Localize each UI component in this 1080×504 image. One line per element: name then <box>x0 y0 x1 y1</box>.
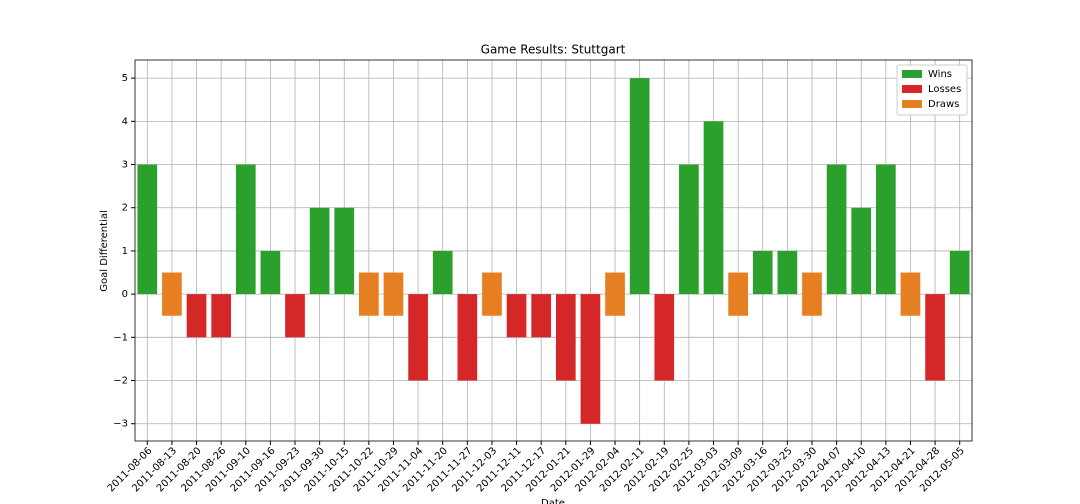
plot-frame <box>134 59 973 442</box>
bar <box>728 272 748 316</box>
bar <box>457 294 478 381</box>
legend-label: Wins <box>928 69 952 80</box>
bar <box>875 164 896 295</box>
bar <box>162 272 182 316</box>
bar <box>383 272 404 316</box>
y-tick-label: 0 <box>122 289 128 300</box>
bar <box>555 294 576 381</box>
bar <box>703 121 724 295</box>
legend-label: Losses <box>928 84 961 95</box>
legend-swatch <box>902 100 922 108</box>
bar <box>260 250 281 295</box>
bar <box>752 250 773 295</box>
bar <box>629 78 650 295</box>
legend-swatch <box>902 85 922 93</box>
y-tick-label: −3 <box>113 419 128 430</box>
bar <box>334 207 355 295</box>
bar <box>802 272 822 316</box>
bar <box>851 207 872 295</box>
bar <box>186 294 207 338</box>
bar <box>359 272 379 316</box>
bar <box>482 272 502 316</box>
legend-label: Draws <box>928 99 959 110</box>
bar <box>900 272 921 316</box>
y-tick-label: 2 <box>122 203 128 214</box>
y-tick-label: −1 <box>113 332 128 343</box>
x-axis-label: Date <box>541 498 565 504</box>
bar <box>531 294 552 338</box>
y-tick-label: 3 <box>122 160 128 171</box>
bar <box>432 250 453 295</box>
bar <box>506 294 527 338</box>
bar <box>777 250 798 295</box>
bar <box>654 294 675 381</box>
bar <box>605 272 625 316</box>
bar <box>925 294 945 381</box>
bar <box>408 294 428 381</box>
bar <box>309 207 330 295</box>
y-tick-label: 1 <box>122 246 128 257</box>
bar <box>679 164 699 295</box>
bar <box>235 164 256 295</box>
bar <box>826 164 847 295</box>
y-tick-label: 5 <box>122 73 128 84</box>
bar <box>211 294 232 338</box>
legend-swatch <box>902 70 922 78</box>
bar <box>949 250 970 295</box>
bar <box>580 294 601 424</box>
chart-title: Game Results: Stuttgart <box>481 43 626 57</box>
y-tick-label: −2 <box>113 376 128 387</box>
y-tick-label: 4 <box>122 116 128 127</box>
bar <box>285 294 305 338</box>
y-axis-label: Goal Differential <box>99 210 110 291</box>
bar <box>137 164 158 295</box>
